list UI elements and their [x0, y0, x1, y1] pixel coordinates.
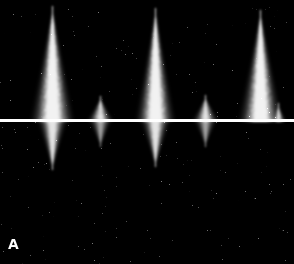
Text: A: A [8, 238, 19, 252]
